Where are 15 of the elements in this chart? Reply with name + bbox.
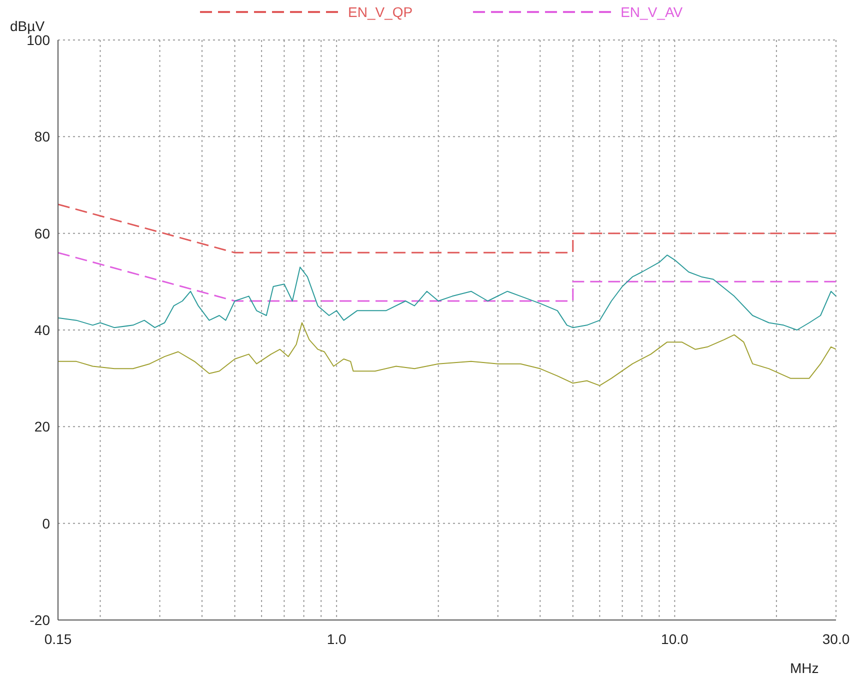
x-tick-label: 30.0 <box>822 630 850 647</box>
y-tick-label: 0 <box>42 515 50 532</box>
text: EN_V_AV <box>620 4 683 20</box>
text: EN_V_QP <box>348 4 413 20</box>
y-tick-label: 80 <box>34 128 50 145</box>
y-axis-title: dBµV <box>10 18 45 34</box>
x-tick-label: 1.0 <box>326 630 347 647</box>
x-tick-label: 10.0 <box>661 630 689 647</box>
y-tick-label: 100 <box>26 32 50 48</box>
x-axis-title: MHz <box>790 660 819 676</box>
y-tick-label: -20 <box>30 612 50 628</box>
y-tick-label: 20 <box>34 418 50 435</box>
y-tick-label: 60 <box>34 225 50 242</box>
y-tick-label: 40 <box>34 322 50 338</box>
x-tick-label: 0.15 <box>44 630 72 647</box>
